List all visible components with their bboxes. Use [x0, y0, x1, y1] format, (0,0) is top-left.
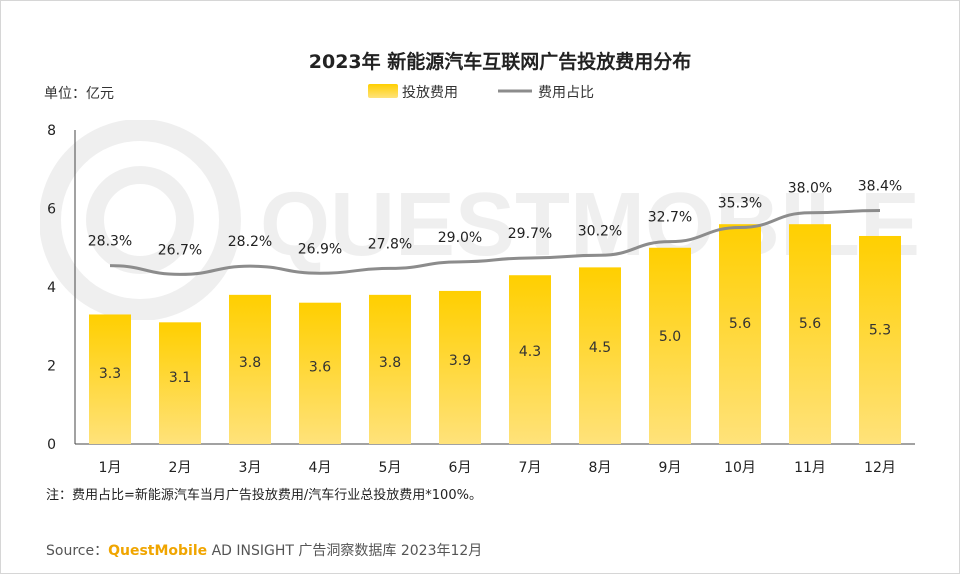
bar	[229, 294, 271, 444]
y-tick-label: 4	[47, 280, 56, 296]
y-tick-label: 8	[47, 123, 56, 139]
x-tick-label: 4月	[309, 460, 332, 476]
bar	[369, 294, 411, 444]
bar-value-label: 3.8	[379, 355, 401, 371]
bar-value-label: 4.3	[519, 344, 541, 360]
ratio-label: 30.2%	[578, 223, 622, 239]
x-tick-label: 5月	[379, 460, 402, 476]
bar-value-label: 5.3	[869, 323, 891, 339]
x-tick-label: 12月	[864, 460, 896, 476]
bar-value-labels: 3.3 3.1 3.8 3.6 3.8 3.9 4.3 4.5 5.0 5.6 5.6 5.3	[99, 316, 891, 386]
y-tick-label: 2	[47, 359, 56, 375]
bar	[789, 224, 831, 444]
ratio-label: 26.7%	[158, 242, 202, 258]
bar	[649, 247, 691, 444]
bar	[579, 267, 621, 444]
bars	[89, 224, 901, 444]
bar	[299, 302, 341, 444]
x-tick-label: 6月	[449, 460, 472, 476]
ratio-label: 35.3%	[718, 195, 762, 211]
bar	[159, 322, 201, 444]
bar-value-label: 3.3	[99, 366, 121, 382]
x-tick-label: 2月	[169, 460, 192, 476]
bar	[439, 290, 481, 444]
ratio-labels: 28.3% 26.7% 28.2% 26.9% 27.8% 29.0% 29.7% 30.2%…	[88, 179, 902, 259]
y-tick-labels: 0 2 4 6 8	[47, 123, 56, 453]
footnote: 注：费用占比=新能源汽车当月广告投放费用/汽车行业总投放费用*100%。	[46, 488, 482, 503]
legend-line-label: 费用占比	[538, 85, 594, 101]
bar-value-label: 3.6	[309, 359, 331, 375]
y-tick-label: 0	[47, 437, 56, 453]
ratio-label: 38.0%	[788, 181, 832, 197]
bar-value-label: 3.8	[239, 355, 261, 371]
legend-bar-label: 投放费用	[402, 85, 458, 101]
source-brand: QuestMobile	[108, 543, 208, 559]
ratio-line	[109, 209, 881, 276]
ratio-label: 27.8%	[368, 236, 412, 252]
bar	[89, 314, 131, 444]
unit-label: 单位：亿元	[44, 86, 114, 102]
bar-value-label: 5.0	[659, 329, 681, 345]
bar	[859, 235, 901, 444]
x-tick-label: 11月	[794, 460, 826, 476]
x-tick-labels: 1月 2月 3月 4月 5月 6月 7月 8月 9月 10月 11月 12月	[99, 460, 896, 476]
bar-value-label: 3.9	[449, 353, 471, 369]
source-line: Source：QuestMobile AD INSIGHT 广告洞察数据库 20…	[46, 540, 482, 560]
bar	[509, 275, 551, 444]
ratio-label: 38.4%	[858, 179, 902, 195]
x-tick-label: 8月	[589, 460, 612, 476]
x-tick-label: 10月	[724, 460, 756, 476]
bar	[719, 224, 761, 444]
source-rest: AD INSIGHT 广告洞察数据库 2023年12月	[207, 543, 483, 559]
bar-value-label: 5.6	[799, 316, 821, 332]
ratio-label: 26.9%	[298, 241, 342, 257]
x-tick-label: 1月	[99, 460, 122, 476]
ratio-label: 28.3%	[88, 234, 132, 250]
chart-title: 2023年 新能源汽车互联网广告投放费用分布	[309, 50, 692, 73]
ratio-label: 28.2%	[228, 234, 272, 250]
x-tick-label: 9月	[659, 460, 682, 476]
x-tick-label: 3月	[239, 460, 262, 476]
bar-value-label: 5.6	[729, 316, 751, 332]
y-tick-label: 6	[47, 202, 56, 218]
ratio-label: 32.7%	[648, 210, 692, 226]
source-prefix: Source：	[46, 543, 109, 559]
legend-bar-swatch	[368, 84, 398, 98]
ratio-label: 29.7%	[508, 226, 552, 242]
ratio-label: 29.0%	[438, 230, 482, 246]
bar-value-label: 3.1	[169, 370, 191, 386]
bar-value-label: 4.5	[589, 340, 611, 356]
x-tick-label: 7月	[519, 460, 542, 476]
legend: 投放费用 费用占比	[368, 84, 594, 101]
